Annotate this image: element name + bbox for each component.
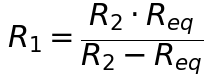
Text: $R_1 = \dfrac{R_2 \cdot R_{eq}}{R_2 - R_{eq}}$: $R_1 = \dfrac{R_2 \cdot R_{eq}}{R_2 - R_… xyxy=(7,1,204,77)
